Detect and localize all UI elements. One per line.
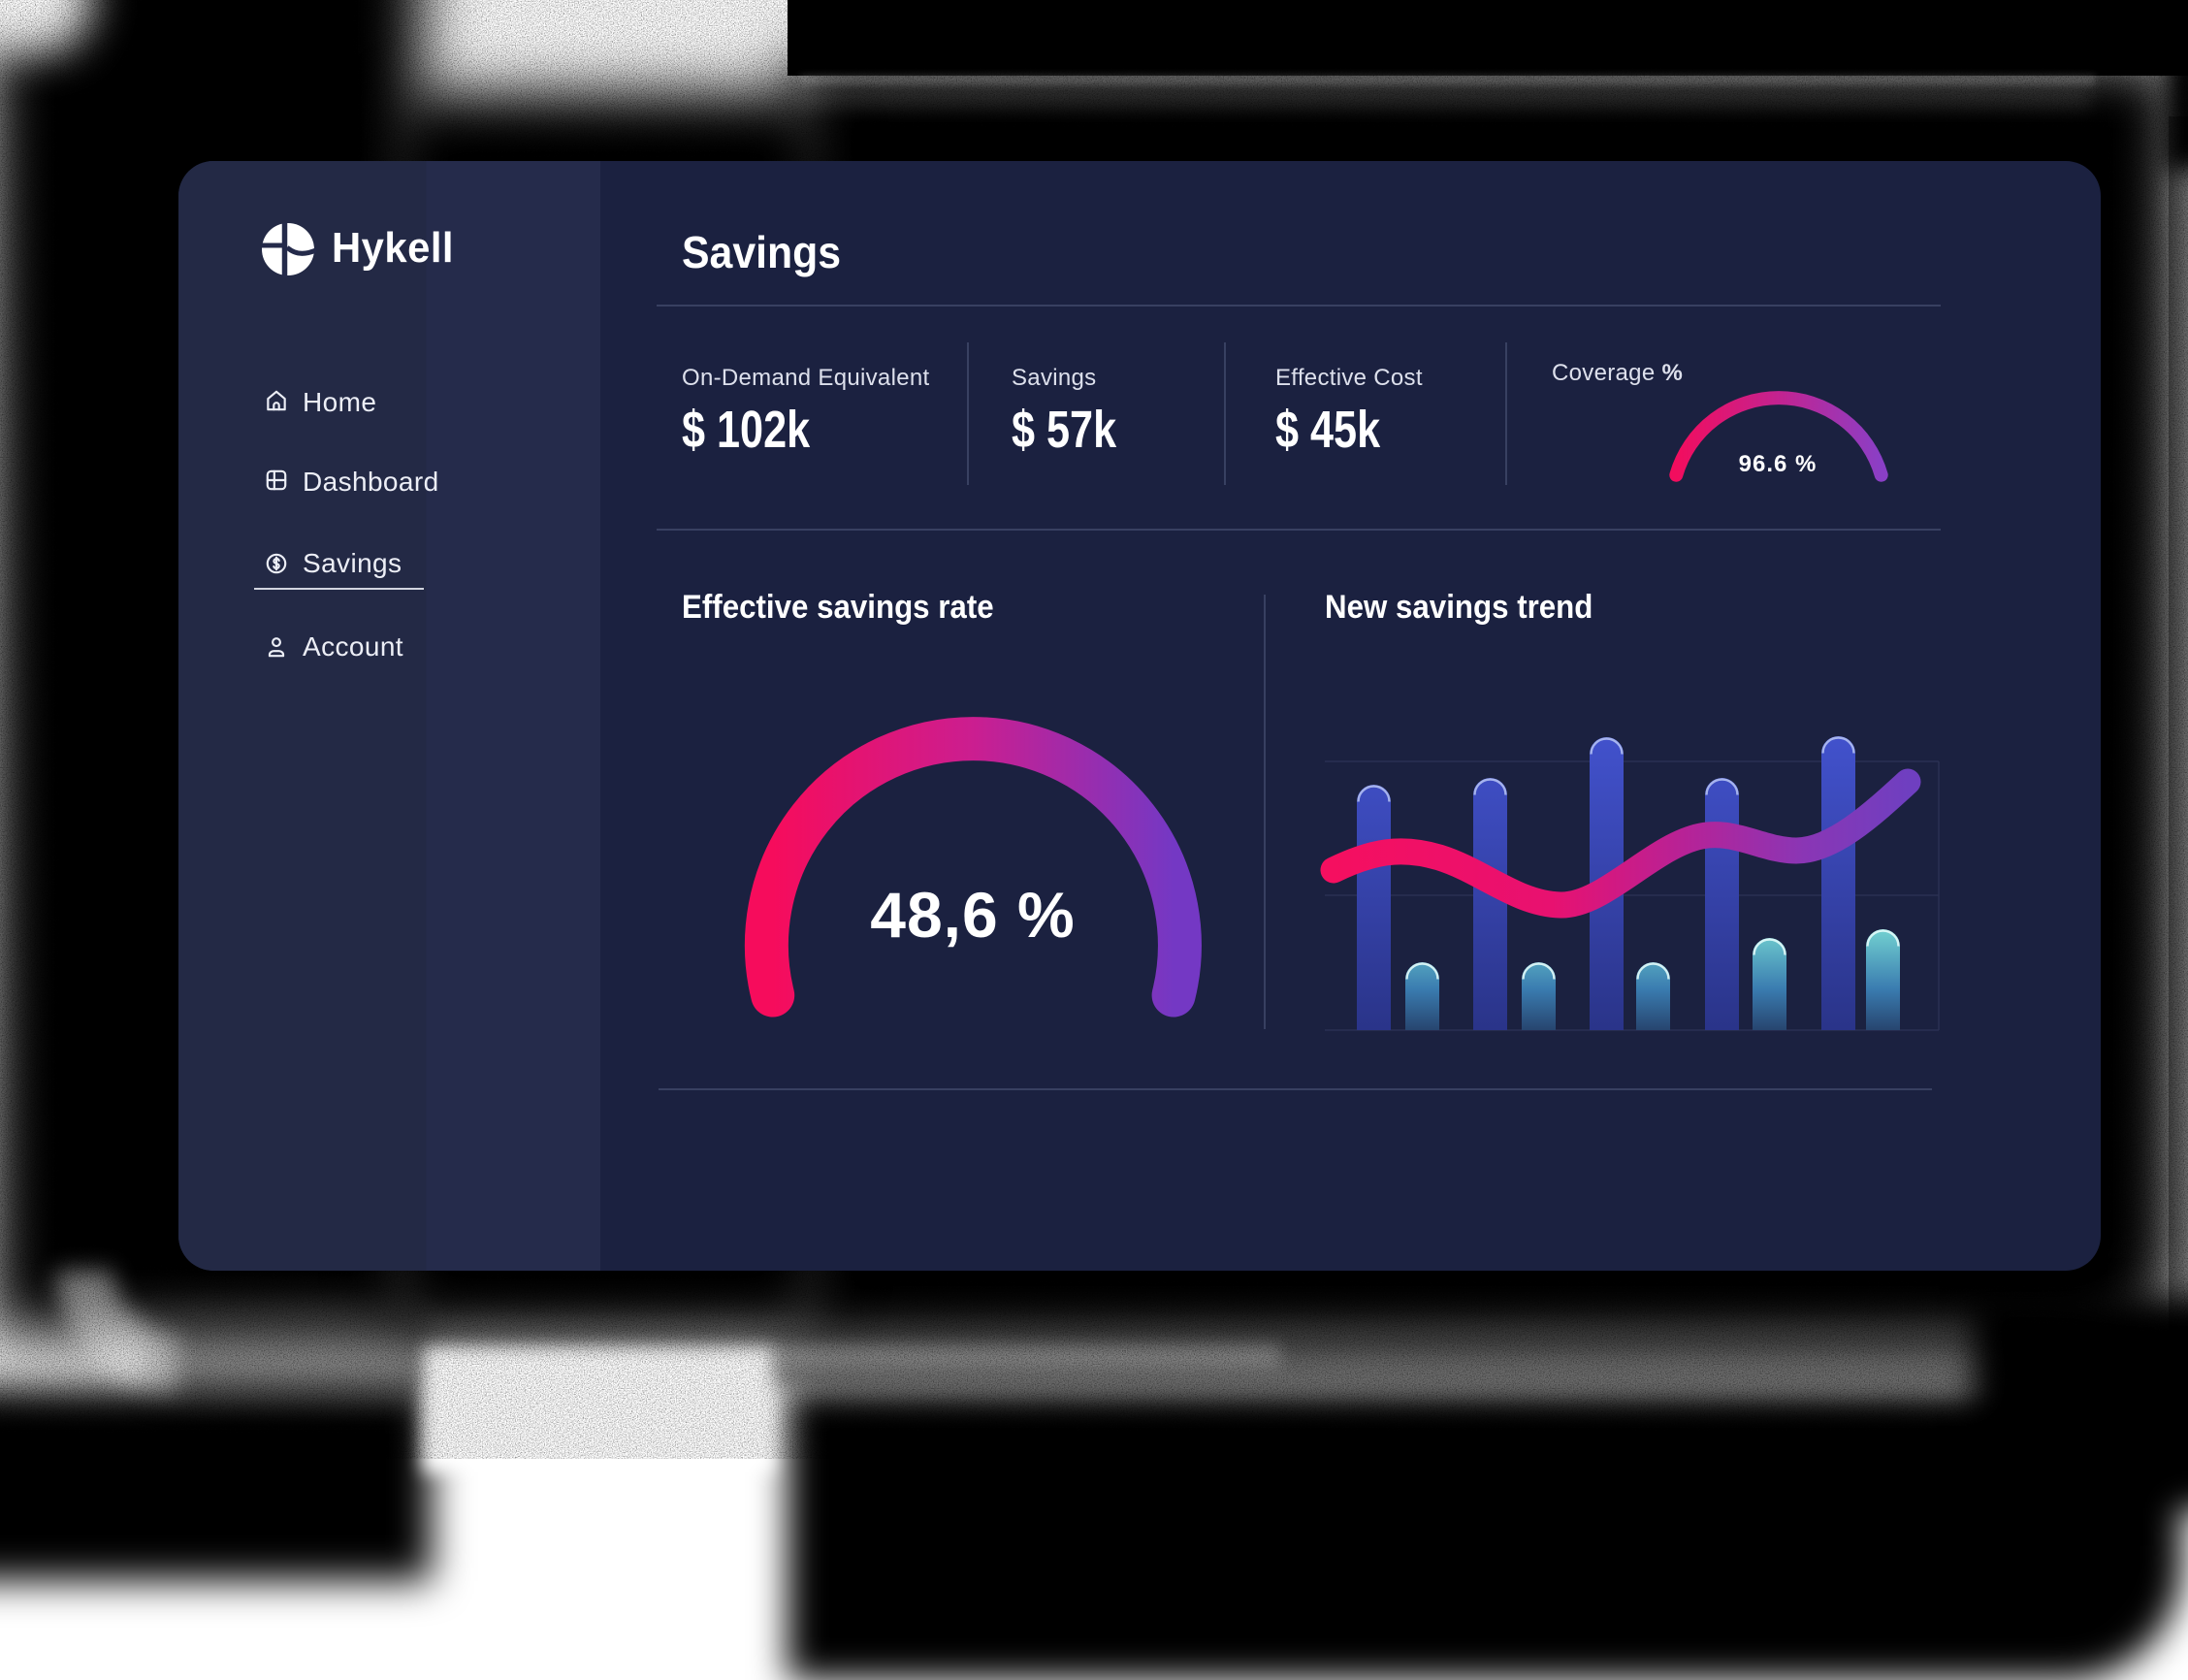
svg-text:96.6 %: 96.6 % <box>1739 451 1818 477</box>
svg-text:48,6 %: 48,6 % <box>870 879 1075 951</box>
